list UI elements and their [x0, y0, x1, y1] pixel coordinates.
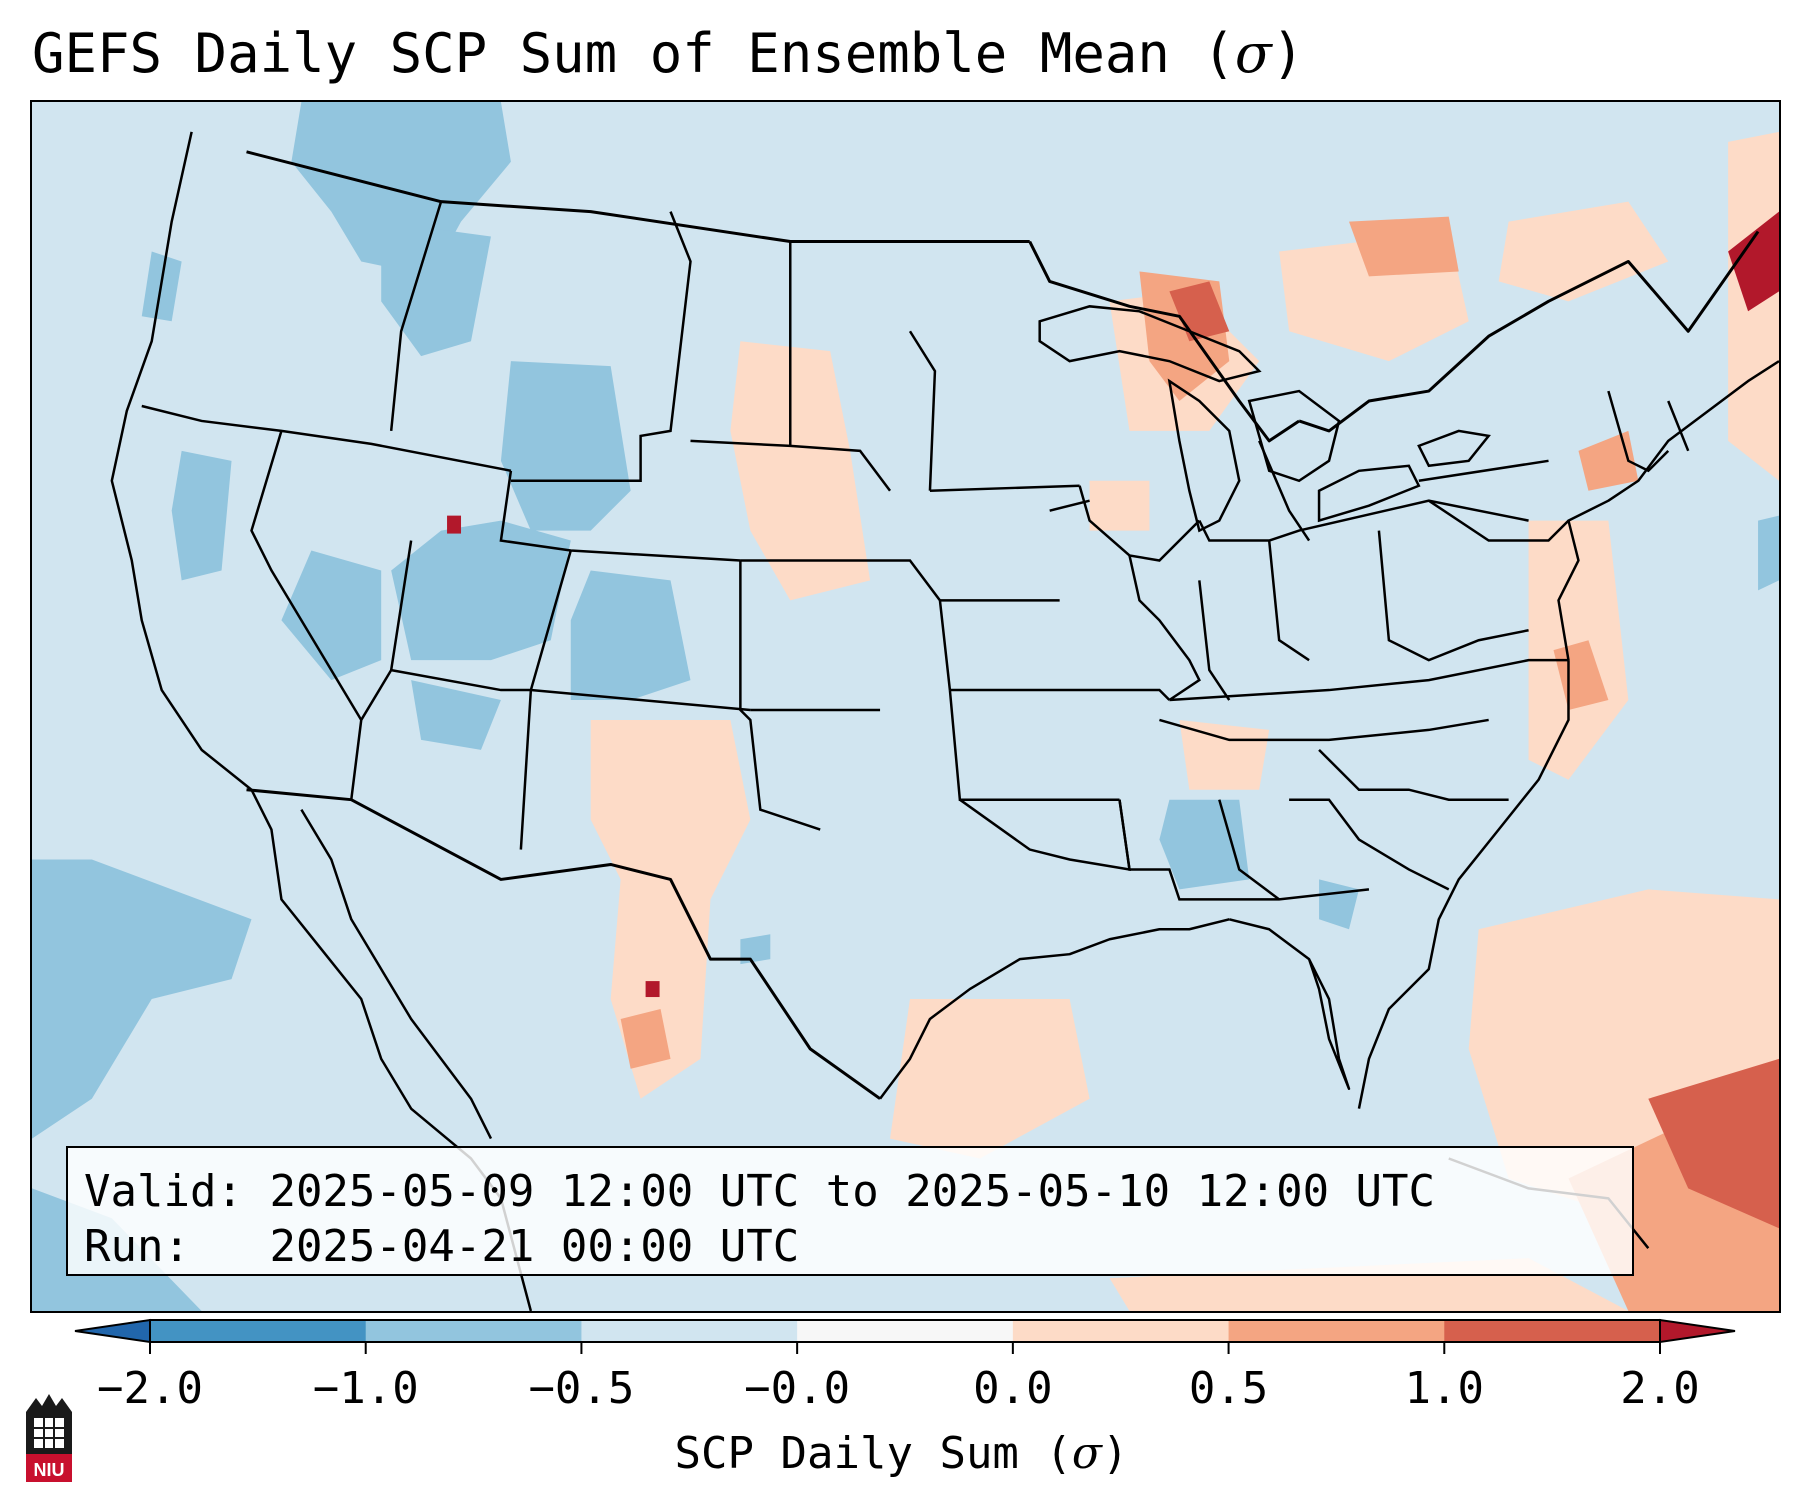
- great-lakes: [1038, 305, 1491, 533]
- colorbar-tick-label: −0.0: [744, 1363, 851, 1414]
- colorbar-label: SCP Daily Sum (σ): [674, 1428, 1129, 1479]
- colorbar-segment: [797, 1320, 1014, 1342]
- colorbar-segment: [150, 1320, 367, 1342]
- colorbar-tick-label: −2.0: [97, 1363, 203, 1414]
- colorbar-tick-label: 2.0: [1620, 1363, 1700, 1414]
- strong-positive-areas: [1169, 281, 1779, 1229]
- colorbar-extend-low: [74, 1318, 151, 1344]
- valid-time-line: Valid: 2025-05-09 12:00 UTC to 2025-05-1…: [84, 1164, 1616, 1219]
- logo-text: NIU: [34, 1460, 65, 1480]
- validity-info-box: Valid: 2025-05-09 12:00 UTC to 2025-05-1…: [66, 1146, 1634, 1276]
- extreme-positive-areas: [447, 211, 1779, 998]
- colorbar-segment: [1012, 1320, 1230, 1342]
- run-time-line: Run: 2025-04-21 00:00 UTC: [84, 1219, 1616, 1274]
- colorbar-tick-label: 1.0: [1404, 1363, 1485, 1414]
- niu-logo-icon: NIU: [26, 1394, 72, 1482]
- colorbar-segment: [1228, 1320, 1445, 1342]
- state-borders: [141, 201, 1690, 901]
- map-panel[interactable]: [30, 100, 1781, 1313]
- chart-title: GEFS Daily SCP Sum of Ensemble Mean (σ): [32, 22, 1305, 85]
- colorbar-segment: [365, 1320, 582, 1342]
- valid-label: Valid:: [84, 1166, 243, 1217]
- colorbar-tick-label: −1.0: [312, 1363, 419, 1414]
- colorbar-tick-label: 0.0: [973, 1363, 1053, 1414]
- map-canvas: [32, 102, 1779, 1311]
- run-label: Run:: [84, 1221, 190, 1272]
- colorbar-extend-high: [1659, 1318, 1736, 1344]
- valid-value: 2025-05-09 12:00 UTC to 2025-05-10 12:00…: [269, 1166, 1436, 1217]
- colorbar-border: [149, 1319, 1661, 1343]
- colorbar-segment: [1444, 1320, 1661, 1342]
- colorbar-segment: [581, 1320, 798, 1342]
- run-value: 2025-04-21 00:00 UTC: [269, 1221, 800, 1272]
- colorbar-tick-label: 0.5: [1188, 1363, 1269, 1414]
- colorbar: [74, 1318, 1736, 1354]
- country-borders: [246, 150, 1760, 1100]
- colorbar-tick-label: −0.5: [528, 1363, 635, 1414]
